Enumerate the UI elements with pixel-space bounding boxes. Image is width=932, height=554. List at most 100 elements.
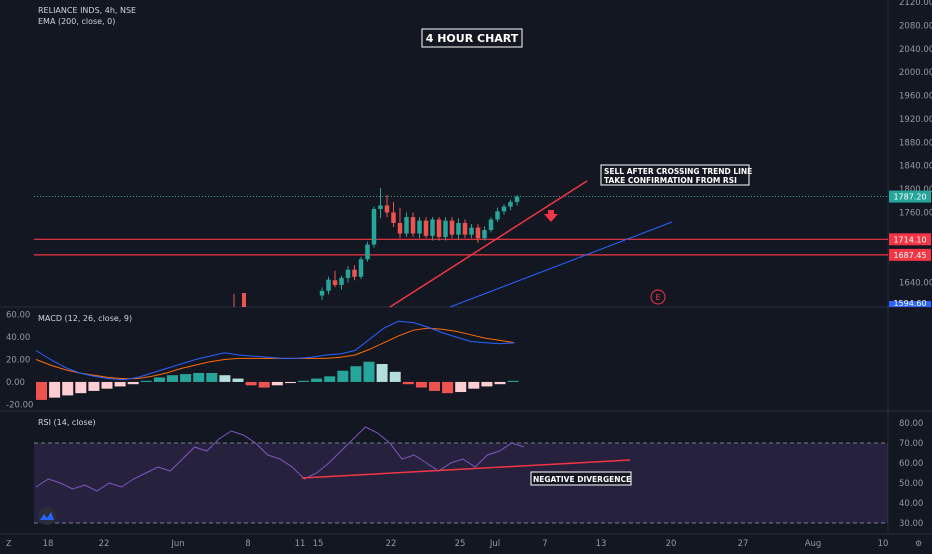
macd-histogram-bar[interactable]: [206, 372, 218, 382]
macd-histogram-bar[interactable]: [350, 366, 362, 382]
candle[interactable]: [430, 219, 435, 236]
candle[interactable]: [417, 220, 422, 234]
candle[interactable]: [443, 220, 448, 238]
candle[interactable]: [482, 230, 487, 239]
macd-histogram-bar[interactable]: [337, 370, 349, 382]
macd-histogram-bar[interactable]: [494, 381, 506, 385]
macd-histogram-bar[interactable]: [455, 381, 467, 393]
candle[interactable]: [384, 205, 390, 213]
macd-histogram-bar[interactable]: [507, 380, 519, 382]
macd-histogram-bar[interactable]: [62, 381, 74, 396]
trend-line-support[interactable]: [389, 180, 588, 308]
candle[interactable]: [462, 222, 468, 235]
time-tick: Jul: [489, 539, 500, 549]
macd-histogram-bar[interactable]: [258, 381, 270, 388]
symbol-legend[interactable]: RELIANCE INDS, 4h, NSE: [38, 6, 136, 15]
price-tick: 1880.00: [899, 138, 932, 148]
tradingview-logo-icon[interactable]: [38, 507, 56, 525]
earnings-marker-text[interactable]: E: [655, 293, 660, 302]
candle[interactable]: [242, 293, 246, 307]
macd-histogram-bar[interactable]: [298, 380, 309, 382]
price-pane[interactable]: [34, 187, 888, 307]
earnings-marker-icon[interactable]: [650, 289, 666, 305]
candle[interactable]: [391, 212, 396, 223]
macd-histogram-bar[interactable]: [167, 375, 178, 382]
candle[interactable]: [332, 280, 338, 285]
candle[interactable]: [449, 220, 455, 235]
macd-histogram-bar[interactable]: [49, 381, 61, 398]
rsi-pane[interactable]: [34, 426, 888, 524]
trend-line-ema[interactable]: [449, 221, 673, 308]
macd-histogram-bar[interactable]: [140, 380, 152, 382]
candle[interactable]: [371, 208, 377, 245]
rsi-tick: 70.00: [899, 439, 923, 449]
macd-histogram-bar[interactable]: [232, 378, 244, 382]
macd-histogram-bar[interactable]: [481, 381, 493, 387]
time-tick: 8: [245, 539, 250, 549]
candle[interactable]: [339, 277, 344, 285]
candle[interactable]: [508, 201, 513, 207]
rsi-line[interactable]: [35, 426, 525, 492]
macd-histogram-bar[interactable]: [153, 377, 165, 382]
candle[interactable]: [345, 269, 351, 278]
macd-histogram-bar[interactable]: [193, 372, 205, 382]
macd-tick: 60.00: [6, 311, 30, 321]
macd-histogram-bar[interactable]: [376, 363, 388, 382]
price-tick: 2120.00: [899, 0, 932, 8]
candle[interactable]: [488, 219, 494, 230]
macd-histogram-bar[interactable]: [389, 371, 401, 382]
title-box: [421, 28, 523, 48]
scale-mode-icon[interactable]: ⚙: [915, 539, 922, 548]
time-tick: Aug: [805, 539, 822, 549]
macd-legend[interactable]: MACD (12, 26, close, 9): [38, 314, 132, 323]
macd-signal-line[interactable]: [35, 327, 515, 380]
macd-histogram-bar[interactable]: [442, 381, 454, 394]
candle[interactable]: [397, 222, 403, 234]
macd-histogram-bar[interactable]: [402, 381, 414, 385]
macd-line[interactable]: [35, 320, 515, 381]
macd-histogram-bar[interactable]: [127, 381, 139, 385]
macd-histogram-bar[interactable]: [36, 381, 47, 400]
divergence-box: [530, 471, 632, 486]
candle[interactable]: [436, 219, 442, 238]
candle[interactable]: [410, 217, 416, 234]
macd-pane[interactable]: [35, 320, 519, 400]
candle[interactable]: [495, 211, 500, 220]
macd-histogram-bar[interactable]: [114, 381, 126, 387]
macd-histogram-bar[interactable]: [363, 361, 375, 382]
candle[interactable]: [475, 227, 481, 239]
macd-histogram-bar[interactable]: [271, 381, 283, 386]
macd-histogram-bar[interactable]: [468, 381, 480, 389]
macd-histogram-bar[interactable]: [245, 381, 257, 386]
macd-histogram-bar[interactable]: [415, 381, 427, 388]
time-tick: 11: [295, 539, 306, 549]
macd-histogram-bar[interactable]: [311, 378, 323, 382]
candle[interactable]: [378, 205, 383, 209]
candle[interactable]: [319, 290, 325, 296]
macd-histogram-bar[interactable]: [429, 381, 440, 391]
candle[interactable]: [469, 227, 474, 235]
candle[interactable]: [326, 279, 331, 291]
rsi-tick: 80.00: [899, 419, 923, 429]
candle[interactable]: [352, 269, 357, 277]
candle[interactable]: [358, 259, 364, 277]
candle[interactable]: [456, 222, 461, 235]
candle[interactable]: [514, 196, 520, 202]
macd-histogram-bar[interactable]: [324, 376, 336, 382]
candle[interactable]: [501, 206, 507, 212]
macd-histogram-bar[interactable]: [101, 381, 113, 389]
macd-histogram-bar[interactable]: [180, 374, 192, 382]
candle[interactable]: [423, 220, 429, 236]
scale-settings-icon[interactable]: Z: [6, 539, 12, 548]
candle[interactable]: [365, 244, 370, 260]
rsi-divergence-line[interactable]: [301, 459, 631, 479]
rsi-legend[interactable]: RSI (14, close): [38, 418, 96, 427]
macd-histogram-bar[interactable]: [88, 381, 100, 391]
macd-histogram-bar[interactable]: [219, 375, 231, 382]
macd-histogram-bar[interactable]: [75, 381, 87, 394]
candle[interactable]: [404, 217, 409, 234]
rsi-tick: 50.00: [899, 479, 923, 489]
ema-legend[interactable]: EMA (200, close, 0): [38, 17, 115, 26]
macd-histogram-bar[interactable]: [284, 381, 296, 384]
